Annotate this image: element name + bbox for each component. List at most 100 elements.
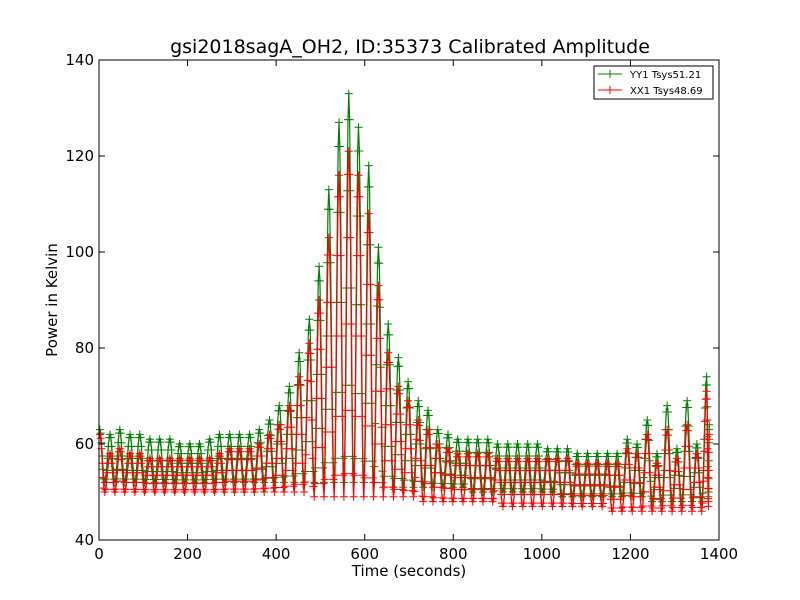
series-0-point-636: [623, 435, 632, 444]
series-0-point-337: [375, 259, 384, 268]
legend-label-xx1: XX1 Tsys48.69: [630, 86, 703, 97]
series-1-point-376: [407, 468, 416, 477]
series-0-point-98: [177, 449, 186, 458]
series-1-point-653: [637, 503, 646, 512]
series-0-point-136: [208, 467, 217, 476]
series-1-point-74: [157, 462, 166, 471]
series-1-point-279: [327, 363, 336, 372]
series-0-point-109: [186, 442, 195, 451]
series-1-point-475: [489, 494, 498, 503]
series-1-point-664: [646, 488, 655, 496]
series-0-point-162: [230, 478, 239, 487]
series-1-point-546: [548, 502, 557, 511]
series-1-point-19: [111, 485, 120, 494]
series-1-point-276: [324, 233, 333, 242]
series-1-point-1: [96, 434, 105, 443]
series-1-point-625: [613, 462, 622, 471]
series-1-point-404: [430, 483, 439, 492]
series-0-point-444: [463, 435, 472, 444]
series-1-point-608: [599, 491, 608, 500]
series-1-point-714: [687, 507, 696, 516]
series-0-point-424: [447, 470, 456, 478]
series-1-point-344: [380, 456, 389, 465]
series-0-point-565: [564, 448, 573, 457]
series-0-point-480: [493, 440, 502, 448]
series-0-point-468: [483, 435, 492, 444]
series-1-point-195: [257, 464, 266, 472]
series-1-point-725: [696, 503, 705, 512]
series-1-point-289: [335, 192, 344, 201]
series-1-point-685: [663, 431, 672, 440]
series-0-point-399: [426, 444, 435, 453]
series-1-point-302: [346, 233, 355, 242]
series-1-point-244: [298, 459, 307, 468]
series-1-point-252: [305, 339, 314, 348]
series-0-point-529: [534, 443, 543, 452]
series-1-point-56: [142, 479, 151, 488]
series-1-point-109: [186, 456, 195, 465]
series-1-point-428: [450, 485, 459, 494]
series-0-point-492: [503, 440, 512, 448]
series-1-point-427: [449, 494, 458, 503]
series-1-point-329: [368, 473, 377, 482]
series-1-point-386: [415, 436, 424, 445]
series-1-point-283: [330, 471, 339, 480]
series-1-point-291: [337, 332, 346, 340]
series-0-point-690: [668, 497, 677, 506]
series-0-point-732: [702, 372, 711, 381]
series-1-point-715: [688, 503, 697, 512]
series-0-point-229: [286, 388, 295, 397]
series-1-point-200: [261, 473, 270, 482]
series-1-point-66: [150, 488, 159, 496]
series-1-point-115: [191, 485, 200, 494]
series-1-point-703: [678, 501, 687, 510]
series-0-point-88: [169, 467, 178, 476]
series-1-point-318: [359, 492, 368, 501]
series-0-point-193: [256, 429, 265, 438]
y-tick-label-3: 100: [65, 243, 94, 261]
series-0-point-373: [405, 384, 413, 393]
series-1-point-656: [639, 488, 648, 496]
series-1-point-662: [644, 449, 653, 458]
y-tick-label-2: 80: [75, 339, 94, 357]
series-1-point-505: [514, 457, 523, 466]
series-1-point-367: [400, 486, 409, 495]
series-1-point-390: [419, 497, 428, 506]
series-0-point-613: [604, 452, 613, 461]
series-1-point-702: [677, 507, 686, 516]
series-1-point-337: [375, 295, 384, 304]
series-1-point-688: [666, 486, 675, 495]
series-1-point-438: [459, 497, 468, 506]
series-1-point-31: [121, 485, 130, 494]
series-1-point-691: [668, 503, 677, 512]
series-0-point-744: [705, 420, 714, 429]
series-1-point-248: [301, 450, 310, 459]
series-1-point-15: [108, 468, 117, 477]
series-1-point-360: [394, 382, 403, 391]
series-1-point-560: [560, 490, 568, 499]
series-0-point-536: [540, 477, 549, 486]
series-1-point-187: [251, 484, 260, 493]
series-0-point-684: [663, 401, 672, 410]
series-1-point-655: [638, 502, 647, 511]
series-1-point-313: [355, 192, 364, 201]
series-0-point-313: [355, 146, 364, 155]
series-1-point-517: [524, 457, 533, 466]
series-1-point-223: [281, 482, 289, 491]
series-1-point-400: [427, 479, 436, 488]
series-0-point-408: [433, 425, 442, 434]
series-1-point-229: [286, 407, 295, 416]
series-1-point-170: [237, 455, 246, 464]
series-0-point-481: [494, 443, 503, 452]
series-0-point-217: [276, 406, 285, 415]
series-1-point-414: [439, 497, 448, 506]
x-tick-label-2: 400: [262, 545, 291, 563]
series-1-point-739: [704, 497, 713, 506]
series-0-point-390: [419, 483, 428, 492]
series-1-point-412: [437, 483, 446, 492]
series-1-point-231: [287, 444, 296, 453]
legend-box: [593, 65, 714, 100]
series-0-point-145: [216, 433, 225, 442]
series-1-point-409: [434, 443, 443, 452]
series-1-point-338: [376, 334, 385, 343]
